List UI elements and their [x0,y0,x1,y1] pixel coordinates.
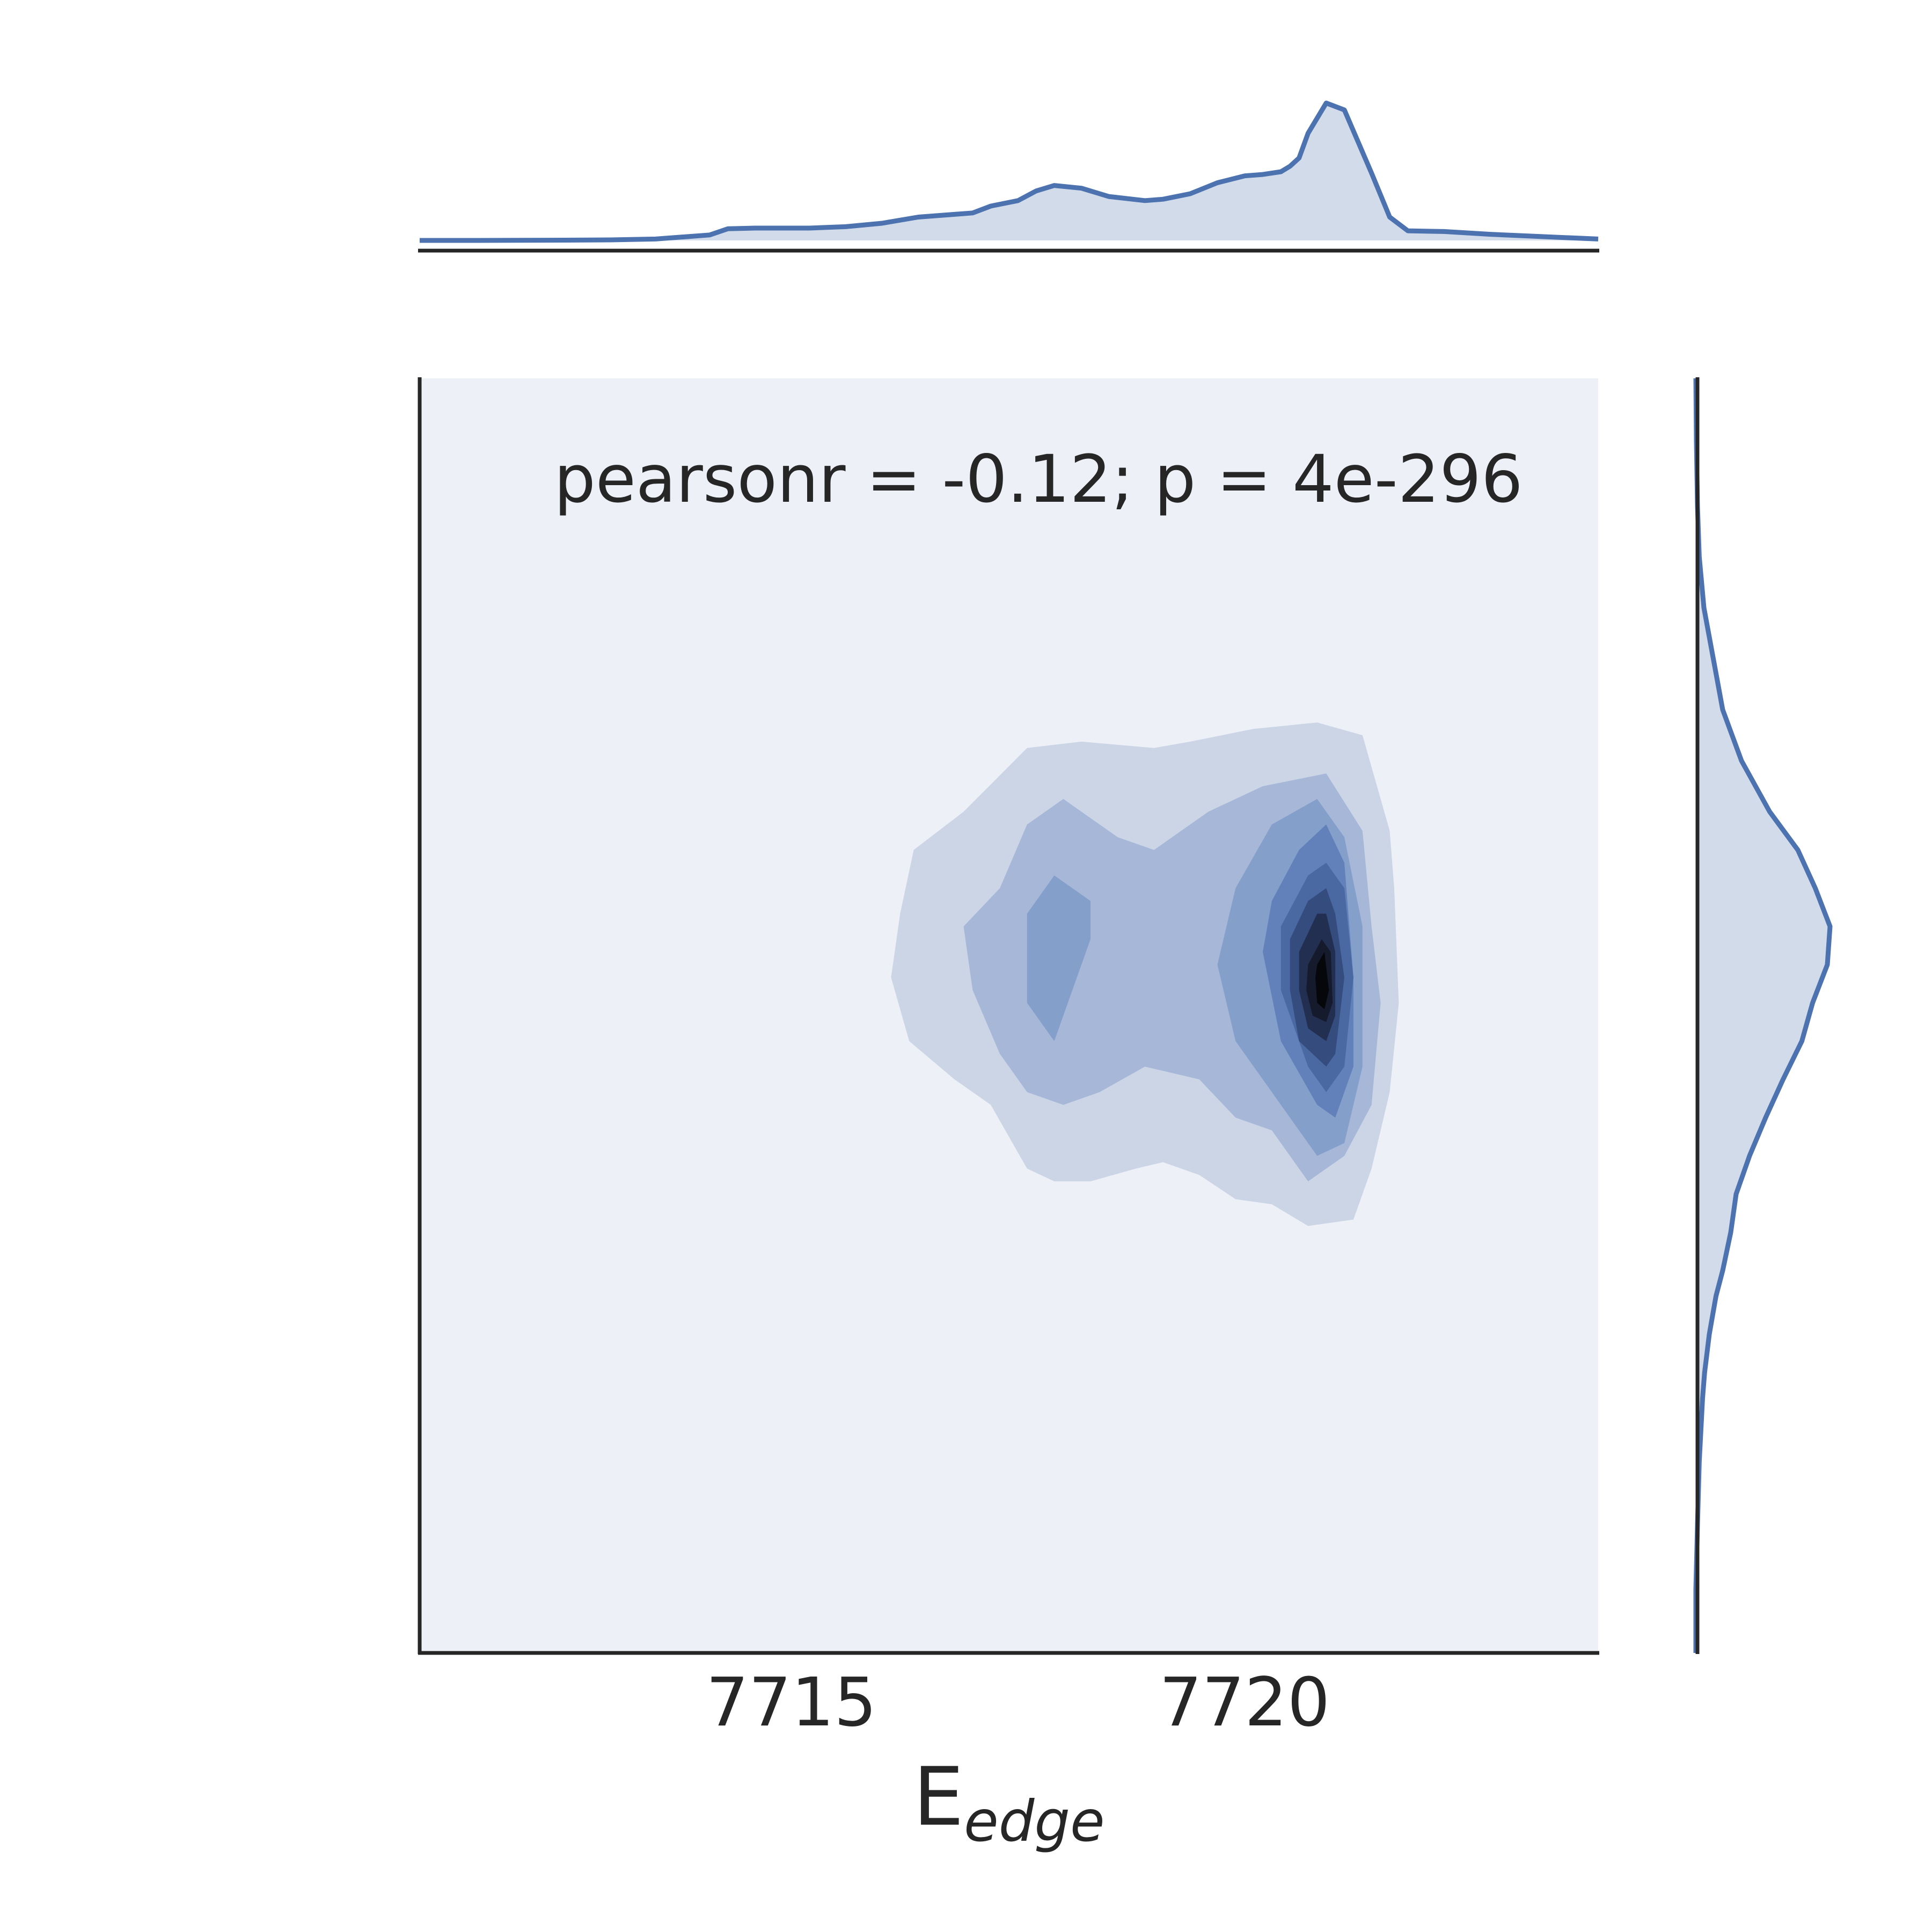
x-tick-label: 7720 [1159,1664,1330,1741]
kde-contour-layer [891,722,1399,1226]
annotation-text: pearsonr = -0.12; p = 4e-296 [554,441,1523,517]
kde-contour-level-9 [1315,952,1329,1009]
joint-axes: 7715 7720 pearsonr = -0.12; p = 4e-296 Ee… [418,377,1599,1854]
marginal-y-density-line [1693,378,1833,1653]
x-axis-label-main: E [913,1751,964,1844]
x-tick-layer: 7715 7720 [706,1664,1330,1741]
x-tick-label: 7715 [706,1664,877,1741]
marginal-x-density-line [420,100,1599,243]
kde-contour-level-3-part-1 [1027,875,1091,1041]
marginal-x-axes [418,100,1599,253]
x-axis-label: Eedge [913,1751,1104,1854]
marginal-x-density-fill [420,103,1598,240]
marginal-y-density-fill [1696,378,1830,1653]
marginal-y-axes [1693,377,1833,1654]
x-axis-label-subscript: edge [964,1789,1105,1854]
